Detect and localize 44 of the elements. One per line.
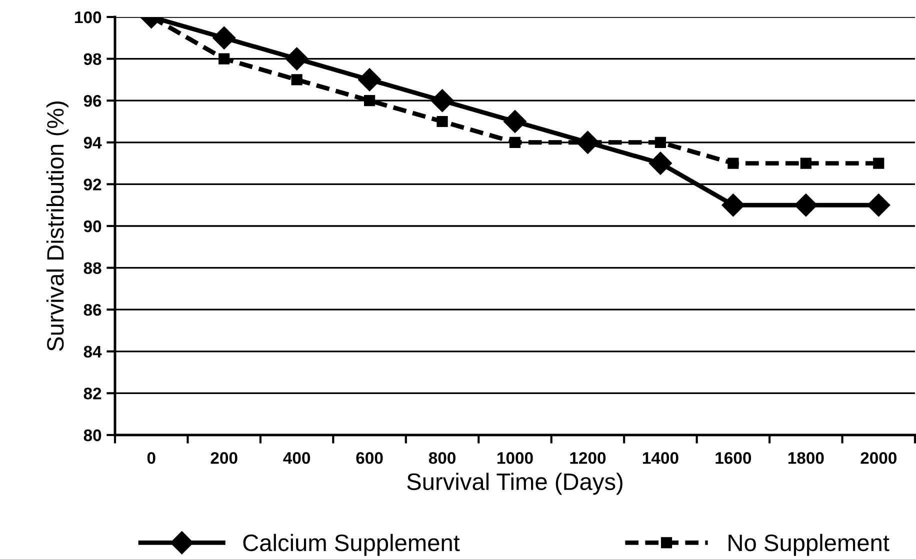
y-tick-label: 90 xyxy=(84,220,102,232)
x-axis-title: Survival Time (Days) xyxy=(407,472,622,495)
x-tick-label: 200 xyxy=(210,452,238,464)
x-tick-label: 2000 xyxy=(860,452,896,464)
y-tick-label: 96 xyxy=(84,95,102,107)
point xyxy=(285,47,308,70)
legend-label: Calcium Supplement xyxy=(243,534,460,556)
legend-label: No Supplement xyxy=(728,534,890,556)
x-tick-label: 800 xyxy=(428,452,456,464)
y-tick-label: 86 xyxy=(84,304,102,316)
y-tick-label: 82 xyxy=(84,388,102,400)
point xyxy=(218,53,230,64)
x-tick-label: 400 xyxy=(283,452,310,464)
point xyxy=(873,158,884,169)
x-tick-label: 1400 xyxy=(642,452,678,464)
point xyxy=(212,26,236,50)
point xyxy=(648,152,672,175)
point xyxy=(358,68,382,92)
x-tick-label: 1200 xyxy=(570,452,606,464)
y-axis-title: Survival Distribution (%) xyxy=(46,102,68,351)
x-tick-label: 1600 xyxy=(716,452,752,464)
y-tick-label: 98 xyxy=(84,53,102,66)
y-tick-label: 92 xyxy=(84,178,102,190)
y-tick-label: 100 xyxy=(75,11,102,24)
x-tick-label: 0 xyxy=(147,452,156,464)
point xyxy=(794,194,818,217)
point xyxy=(722,194,745,217)
y-tick-label: 84 xyxy=(84,346,102,358)
point xyxy=(867,194,890,217)
y-tick-label: 80 xyxy=(84,429,102,442)
point xyxy=(504,110,526,133)
x-tick-label: 1800 xyxy=(788,452,824,464)
y-tick-label: 88 xyxy=(84,262,102,274)
point xyxy=(654,136,666,148)
y-tick-label: 94 xyxy=(84,136,102,149)
point xyxy=(800,158,812,169)
point xyxy=(364,95,376,106)
point xyxy=(436,116,448,128)
x-tick-label: 1000 xyxy=(498,452,533,464)
point xyxy=(291,74,302,86)
point xyxy=(430,89,454,112)
point xyxy=(509,136,521,148)
x-tick-label: 600 xyxy=(356,452,383,464)
point xyxy=(728,158,739,169)
